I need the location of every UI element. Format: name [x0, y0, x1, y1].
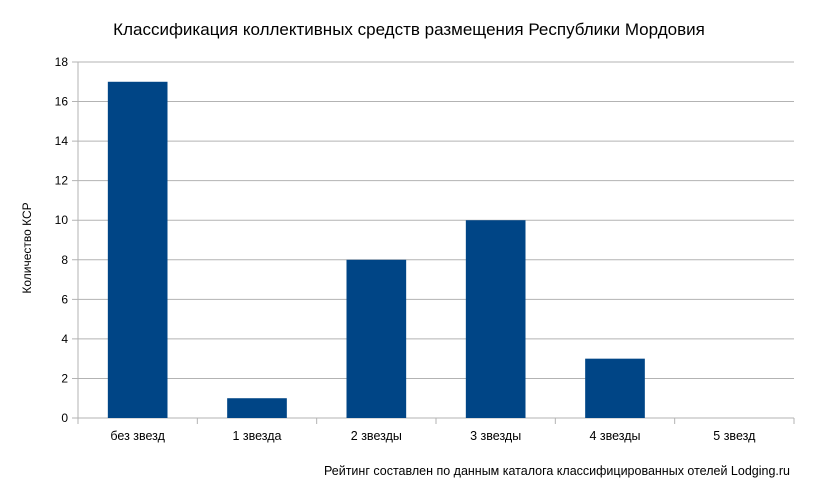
source-note: Рейтинг составлен по данным каталога кла…: [324, 464, 790, 478]
y-axis-label: Количество КСР: [20, 202, 34, 293]
bar-5: [585, 358, 645, 418]
x-tick-label: 5 звезд: [713, 429, 756, 443]
y-tick-label: 18: [55, 55, 69, 69]
bar-2: [227, 398, 287, 418]
x-tick-label: 3 звезды: [470, 429, 521, 443]
y-tick-label: 4: [61, 332, 68, 346]
y-tick-label: 6: [61, 292, 68, 306]
bar-4: [465, 220, 526, 418]
x-tick-label: 4 звезды: [589, 429, 640, 443]
y-tick-label: 2: [61, 371, 68, 385]
y-tick-label: 12: [55, 174, 69, 188]
x-tick-label: 2 звезды: [351, 429, 402, 443]
y-tick-label: 10: [55, 213, 69, 227]
gridlines: [72, 61, 794, 419]
chart-title: Классификация коллективных средств разме…: [113, 20, 705, 39]
y-tick-label: 14: [55, 134, 69, 148]
y-tick-label: 0: [61, 411, 68, 425]
x-tick-label: без звезд: [110, 429, 165, 443]
y-tick-label: 8: [61, 253, 68, 267]
x-tick-label: 1 звезда: [232, 429, 281, 443]
x-axis: [77, 418, 795, 424]
x-axis-labels: без звезд 1 звезда 2 звезды 3 звезды 4 звезд…: [110, 429, 756, 443]
bars: [107, 81, 645, 419]
bar-3: [346, 259, 407, 418]
y-tick-label: 16: [55, 95, 69, 109]
y-axis-ticks: 0 2 4 6 8 10 12 14 16 18: [55, 55, 69, 425]
bar-1: [107, 81, 168, 419]
